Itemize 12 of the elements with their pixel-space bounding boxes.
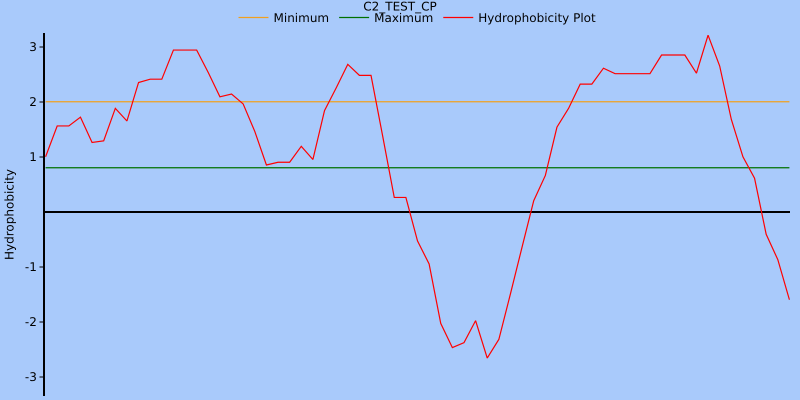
y-tick-label: 2 [29, 94, 37, 109]
legend-label: Maximum [374, 11, 434, 26]
y-tick-label: 3 [29, 40, 37, 54]
y-tick-label: -3 [24, 370, 37, 384]
legend-label: Hydrophobicity Plot [478, 11, 596, 26]
y-tick-label: 1 [29, 150, 37, 164]
chart-title: C2_TEST_CP [363, 0, 437, 14]
y-axis-title: Hydrophobicity [2, 168, 17, 260]
y-tick-label: -2 [24, 314, 37, 329]
legend-label: Minimum [274, 11, 330, 26]
line-series [45, 34, 790, 359]
y-tick-label: -1 [24, 260, 37, 274]
